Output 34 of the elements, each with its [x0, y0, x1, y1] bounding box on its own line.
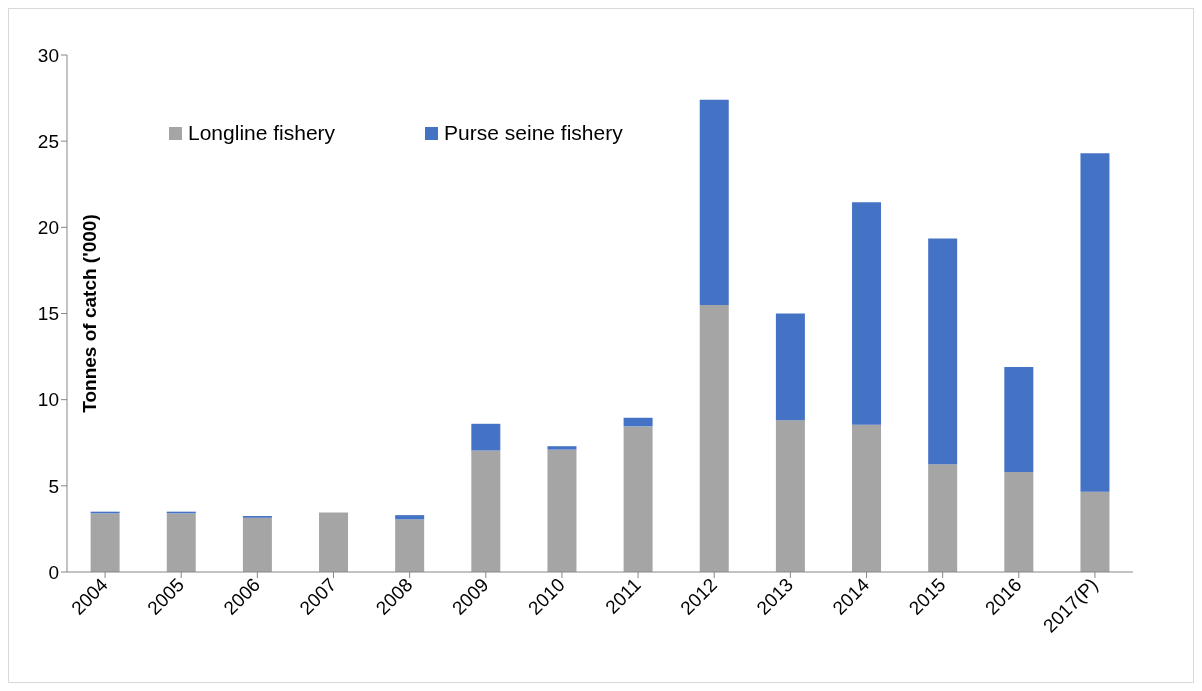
bar — [395, 515, 425, 520]
bar — [547, 449, 577, 572]
y-tick-label: 5 — [48, 475, 59, 497]
bar — [547, 446, 577, 450]
bar — [242, 517, 272, 572]
bar — [471, 450, 501, 572]
y-axis-title: Tonnes of catch ('000) — [78, 214, 100, 413]
bar — [90, 513, 120, 572]
bar — [1080, 491, 1110, 572]
legend-label: Longline fishery — [188, 121, 336, 145]
bar — [928, 238, 958, 465]
y-tick-label: 30 — [37, 44, 59, 66]
y-tick-label: 0 — [48, 561, 59, 583]
y-tick-label: 20 — [37, 217, 59, 239]
bar — [1080, 153, 1110, 492]
bar — [1004, 472, 1034, 572]
bar — [928, 464, 958, 572]
legend-label: Purse seine fishery — [444, 121, 623, 145]
bar — [319, 512, 349, 572]
bar — [699, 304, 729, 572]
bar — [623, 426, 653, 572]
bar — [395, 519, 425, 572]
bar — [852, 424, 882, 572]
y-tick-label: 15 — [37, 303, 59, 325]
bar — [166, 513, 196, 572]
bar — [623, 417, 653, 427]
bar — [775, 420, 805, 572]
y-tick-label: 10 — [37, 389, 59, 411]
y-tick-label: 25 — [37, 130, 59, 152]
bar — [471, 423, 501, 451]
bar — [699, 99, 729, 305]
bar — [1004, 366, 1034, 473]
bar — [775, 313, 805, 421]
bar — [852, 202, 882, 425]
